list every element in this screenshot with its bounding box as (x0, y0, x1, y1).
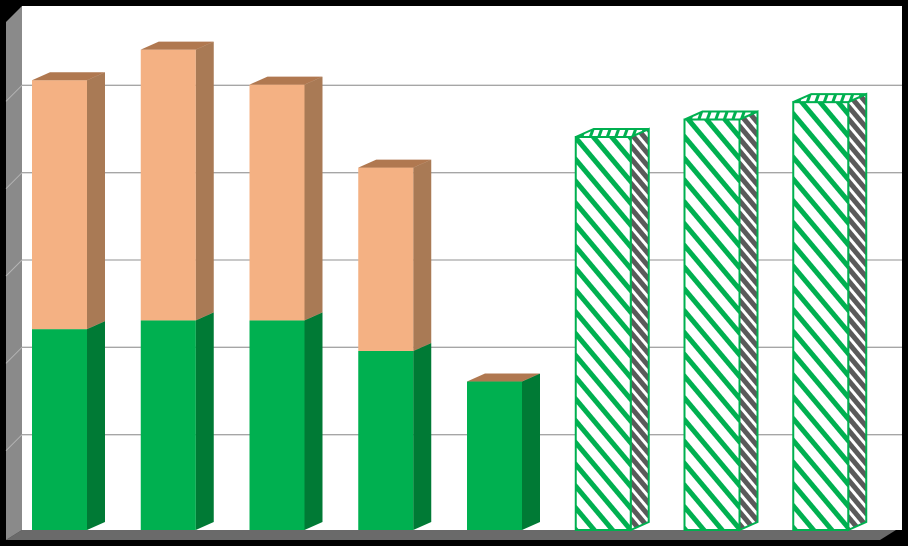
gridline-side (5, 84, 23, 102)
bar (358, 167, 414, 351)
gridline-side (5, 172, 23, 190)
bar (140, 49, 196, 321)
bar (467, 381, 522, 530)
bar-top (249, 76, 323, 85)
plot-side-wall (6, 6, 22, 540)
bar (140, 320, 196, 530)
bar-top (467, 373, 540, 382)
bar-side (522, 373, 540, 530)
bar-top (792, 93, 867, 104)
bar-side (87, 72, 105, 330)
bar (358, 350, 414, 530)
bar-side (195, 312, 214, 530)
bar (32, 329, 87, 530)
bar-side (304, 76, 323, 321)
bar (683, 118, 741, 532)
bar-top (140, 41, 214, 50)
bar-side (87, 321, 105, 530)
bar-side (195, 41, 214, 321)
bar-top (32, 72, 105, 81)
bar-side (629, 127, 650, 532)
gridline-side (5, 434, 23, 452)
gridline-side (5, 259, 23, 277)
bar-side (304, 312, 323, 530)
bar-top (575, 128, 650, 138)
bar (792, 101, 850, 531)
gridline-side (5, 346, 23, 364)
bar-side (847, 92, 868, 532)
bar (574, 136, 632, 531)
bar (249, 84, 305, 321)
bar-side (413, 159, 432, 351)
bar-side (738, 109, 759, 532)
bar-side (413, 342, 432, 530)
bar (32, 80, 87, 330)
bar (249, 320, 305, 530)
bar-top (684, 110, 758, 121)
plot-floor (6, 530, 896, 540)
bar-top (358, 159, 432, 168)
